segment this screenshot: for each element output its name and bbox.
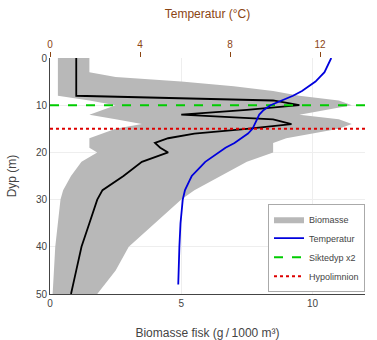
svg-text:50: 50 bbox=[36, 289, 48, 300]
svg-text:Temperatur (°C): Temperatur (°C) bbox=[165, 7, 250, 21]
svg-text:10: 10 bbox=[36, 100, 48, 111]
svg-text:30: 30 bbox=[36, 194, 48, 205]
svg-text:0: 0 bbox=[47, 298, 53, 309]
svg-text:Biomasse fisk (g / 1000 m³): Biomasse fisk (g / 1000 m³) bbox=[135, 326, 279, 340]
svg-text:0: 0 bbox=[47, 39, 53, 50]
svg-text:0: 0 bbox=[41, 53, 47, 64]
svg-text:4: 4 bbox=[137, 39, 143, 50]
svg-text:Hypolimnion: Hypolimnion bbox=[309, 272, 359, 282]
svg-text:5: 5 bbox=[178, 298, 184, 309]
svg-text:20: 20 bbox=[36, 147, 48, 158]
svg-text:Biomasse: Biomasse bbox=[309, 215, 349, 225]
svg-text:Dyp (m): Dyp (m) bbox=[5, 155, 19, 198]
svg-text:Siktedyp x2: Siktedyp x2 bbox=[309, 253, 356, 263]
svg-text:8: 8 bbox=[227, 39, 233, 50]
svg-text:Temperatur: Temperatur bbox=[309, 234, 355, 244]
svg-text:40: 40 bbox=[36, 241, 48, 252]
svg-text:10: 10 bbox=[307, 298, 319, 309]
svg-text:12: 12 bbox=[314, 39, 326, 50]
